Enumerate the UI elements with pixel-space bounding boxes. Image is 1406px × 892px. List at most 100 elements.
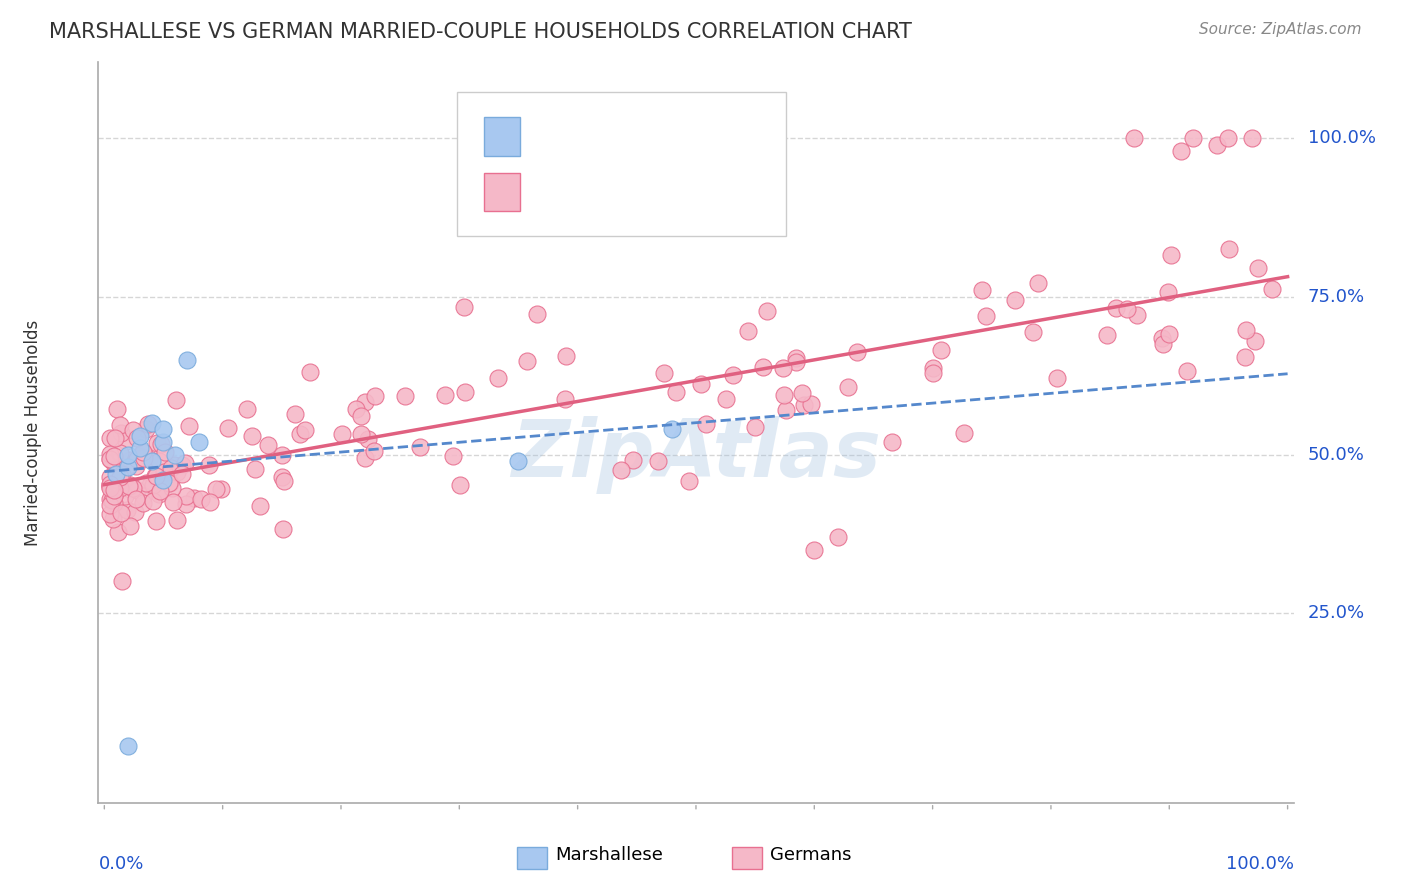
Point (142, 478, 165, 492)
Point (1156, 285, 1178, 299)
Point (1105, 301, 1128, 316)
Point (284, 407, 307, 421)
Point (526, 307, 548, 321)
Point (120, 482, 142, 496)
Point (922, 361, 945, 376)
Point (737, 324, 759, 338)
Point (1160, 248, 1182, 262)
Text: 75.0%: 75.0% (1308, 287, 1365, 306)
Point (554, 392, 576, 407)
Point (299, 365, 322, 379)
Point (104, 486, 127, 500)
Point (1218, 131, 1240, 145)
Point (107, 524, 129, 539)
Point (98, 480, 121, 494)
Point (157, 475, 180, 490)
Point (141, 454, 163, 468)
Point (153, 465, 176, 479)
Point (394, 389, 416, 403)
Point (117, 739, 139, 753)
Point (1247, 260, 1270, 275)
Point (98, 478, 121, 492)
Point (240, 428, 263, 442)
Point (100, 479, 122, 493)
Point (176, 352, 198, 367)
Point (172, 467, 194, 482)
Point (125, 492, 148, 507)
Point (128, 442, 150, 456)
Point (162, 495, 184, 509)
Point (610, 463, 633, 477)
Point (772, 360, 794, 375)
Point (486, 371, 509, 385)
Point (454, 384, 477, 399)
Point (198, 458, 221, 472)
Point (652, 366, 675, 380)
Point (827, 530, 849, 544)
Point (128, 449, 150, 463)
Point (117, 448, 139, 462)
Point (190, 491, 212, 506)
Point (714, 392, 737, 407)
Point (273, 475, 295, 489)
Point (132, 445, 155, 459)
Point (1116, 301, 1139, 316)
Point (1022, 325, 1045, 339)
Point (453, 301, 475, 315)
Point (139, 478, 162, 492)
Point (363, 389, 385, 403)
Point (132, 450, 155, 465)
Text: ZipAtlas: ZipAtlas (510, 416, 882, 494)
Text: R = 0.074   N =  16: R = 0.074 N = 16 (534, 127, 741, 146)
Point (353, 394, 375, 409)
Point (516, 353, 538, 368)
Text: R = 0.673   N = 190: R = 0.673 N = 190 (534, 183, 748, 202)
Point (695, 417, 717, 432)
Point (1236, 322, 1258, 336)
Point (288, 426, 311, 441)
Point (793, 398, 815, 412)
Point (433, 388, 456, 402)
Point (135, 476, 157, 491)
Point (775, 403, 797, 417)
Point (441, 449, 464, 463)
Point (1159, 326, 1181, 341)
Point (172, 458, 194, 472)
Point (103, 483, 125, 498)
Point (209, 482, 232, 496)
Point (1175, 364, 1198, 378)
Point (114, 489, 136, 503)
Point (647, 454, 669, 468)
Point (1028, 277, 1050, 291)
Point (146, 470, 169, 484)
Point (98, 447, 121, 461)
Point (98, 469, 121, 483)
Point (110, 470, 132, 484)
Point (249, 499, 271, 513)
Point (799, 397, 821, 411)
Point (188, 435, 211, 450)
Point (132, 489, 155, 503)
Point (121, 423, 143, 437)
Point (125, 483, 148, 497)
Point (554, 349, 576, 363)
Point (121, 481, 143, 495)
Point (792, 385, 814, 400)
Point (661, 422, 683, 436)
Text: 25.0%: 25.0% (1308, 604, 1365, 622)
Point (204, 482, 226, 496)
Point (721, 368, 744, 383)
Point (803, 542, 825, 557)
Point (118, 478, 141, 492)
Point (143, 469, 166, 483)
Point (1241, 131, 1264, 145)
Point (972, 283, 994, 297)
Point (744, 419, 766, 434)
Point (243, 462, 266, 476)
Point (1218, 242, 1240, 256)
Point (127, 452, 149, 467)
Point (152, 422, 174, 436)
Point (120, 453, 142, 467)
Point (138, 452, 160, 467)
Point (882, 434, 904, 449)
